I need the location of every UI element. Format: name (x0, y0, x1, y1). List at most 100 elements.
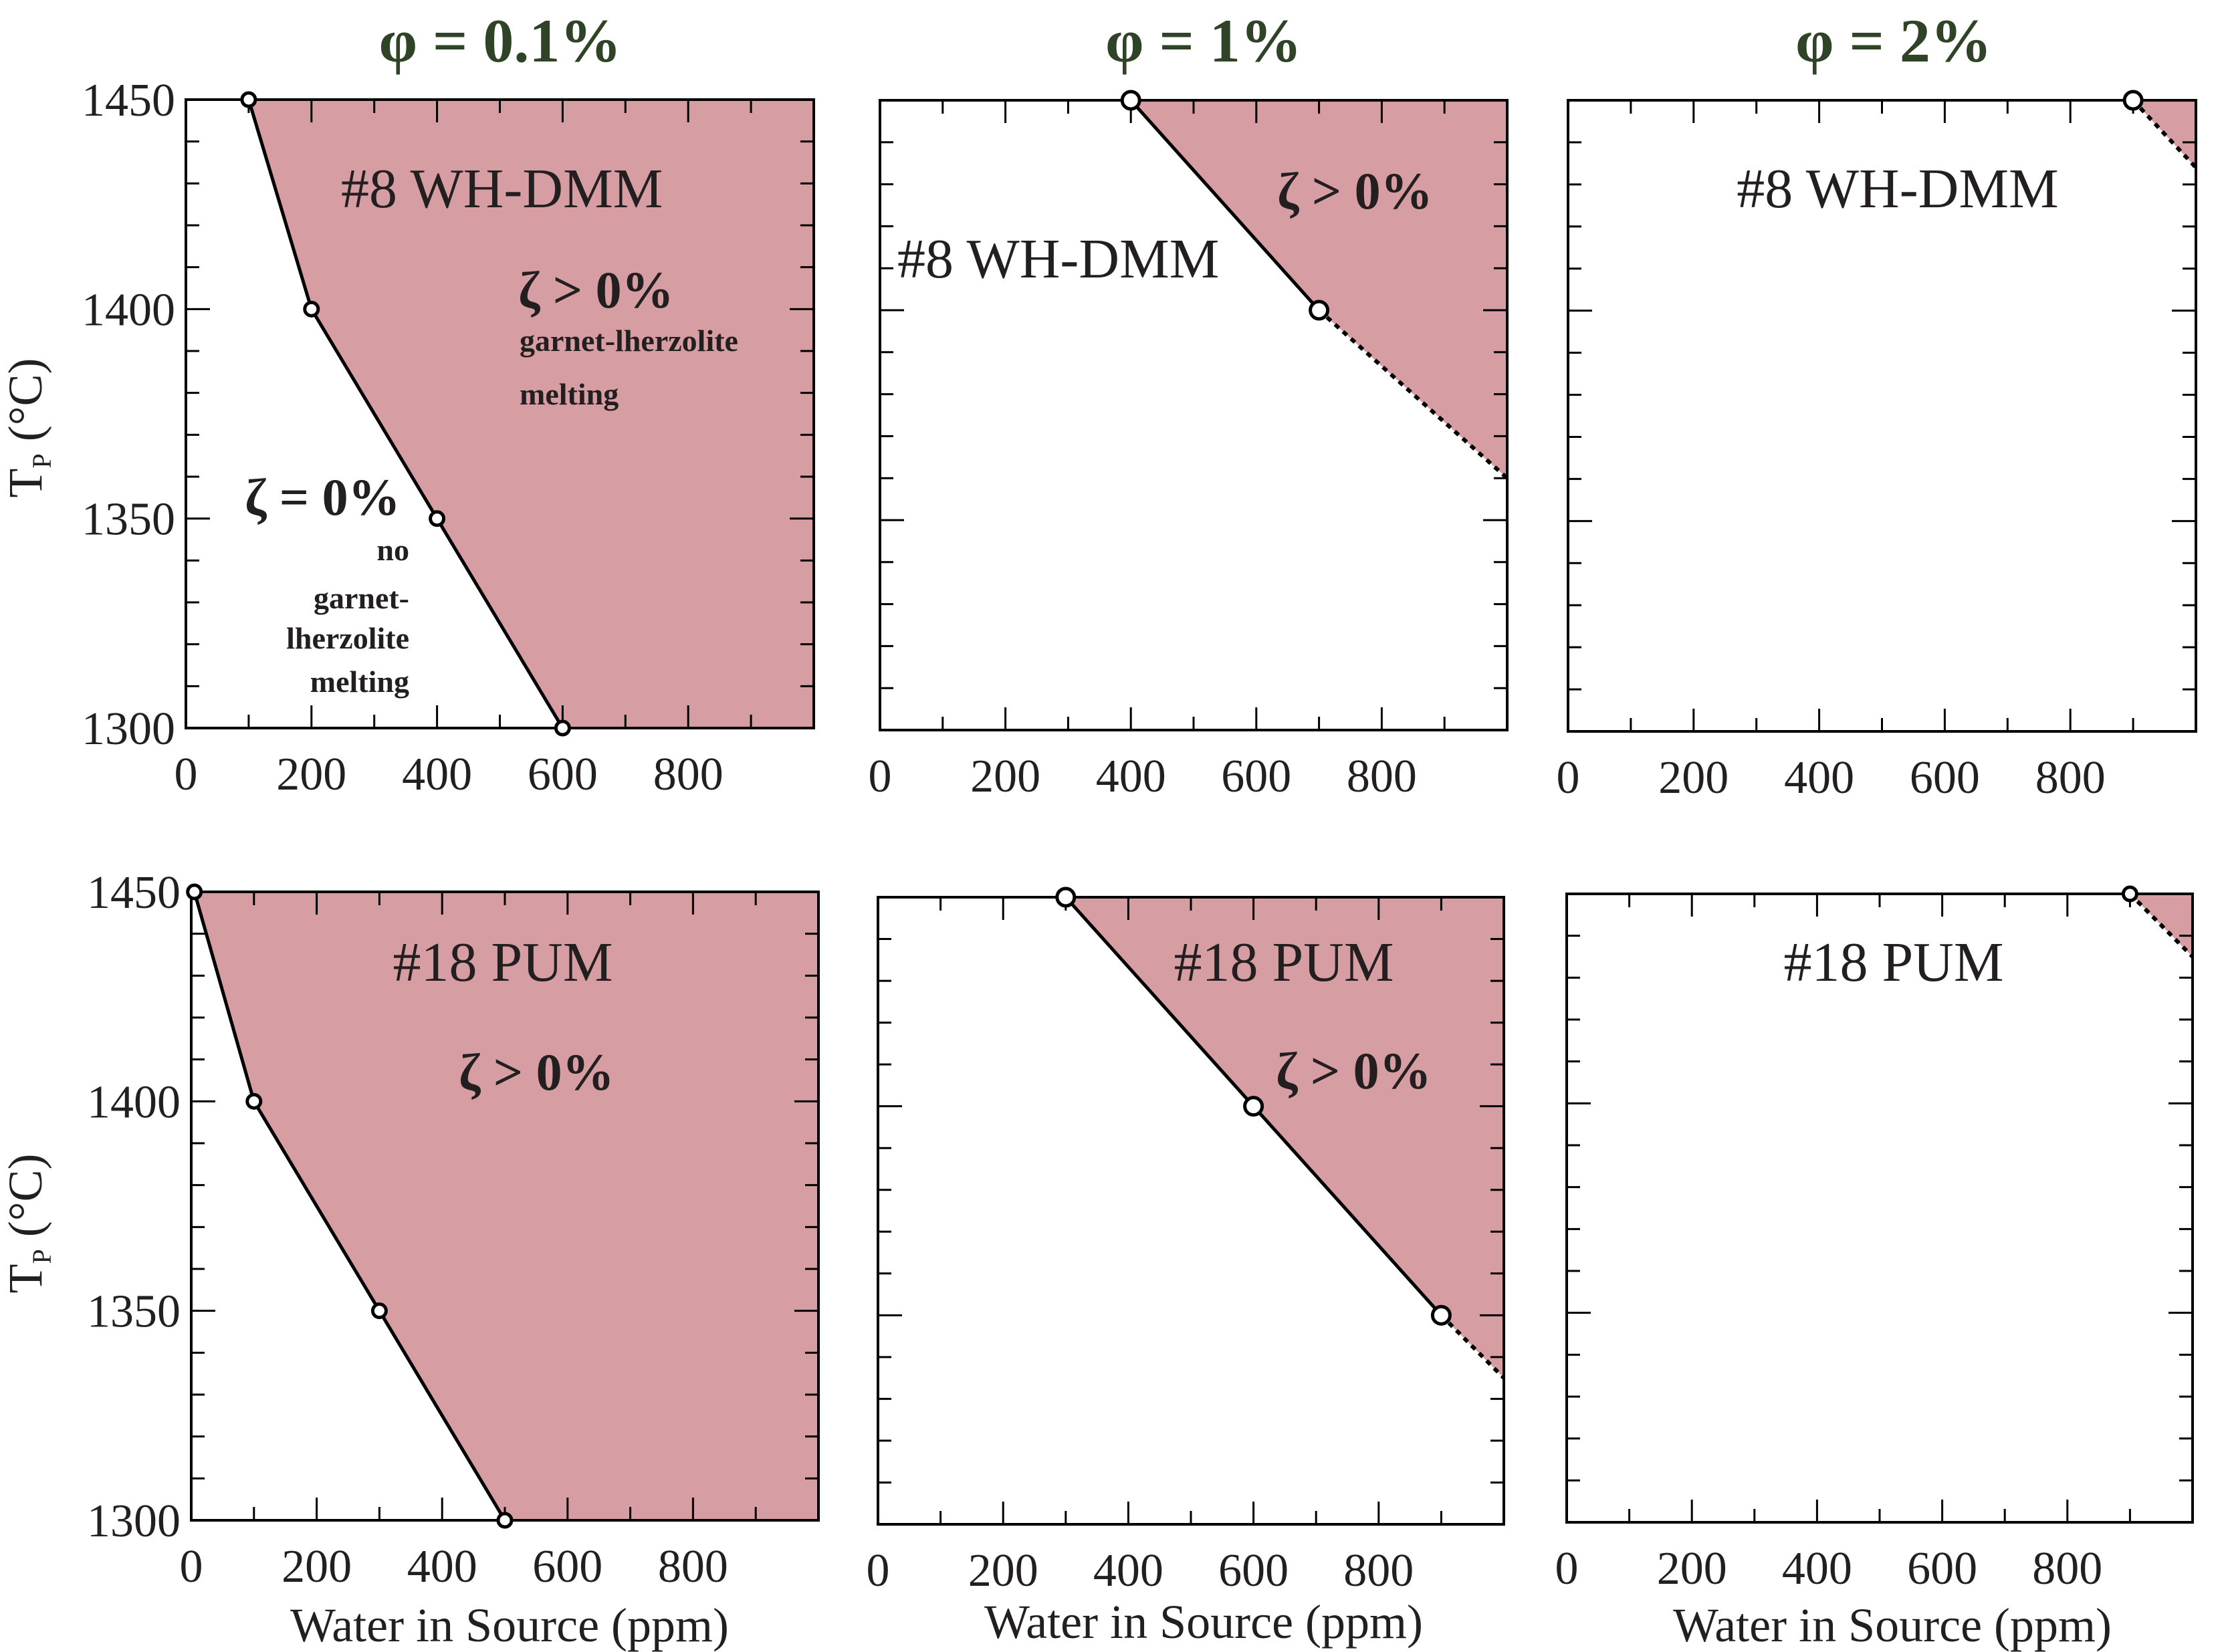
x-tick-label: 800 (653, 749, 724, 800)
boundary-line (247, 99, 564, 729)
y-label-unit: (°C) (0, 1153, 52, 1249)
zeta-positive-label: ζ > 0% (1276, 1042, 1432, 1100)
x-tick-label: 200 (1658, 752, 1729, 804)
panel-bottom-middle: 0 200 400 600 800 (867, 887, 1506, 1597)
sample-label: #8 WH-DMM (341, 158, 663, 220)
extrapolated-boundary-line (1440, 1314, 1506, 1380)
y-tick-label: 1300 (87, 1496, 181, 1547)
sample-label: #8 WH-DMM (1737, 158, 2058, 220)
annotations-bottom-middle: #18 PUM ζ > 0% (1174, 931, 1431, 1100)
y-tick-label: 1450 (87, 867, 181, 919)
extrapolated-boundary-line (2128, 892, 2195, 959)
x-tick-label: 400 (1093, 1545, 1163, 1597)
x-tick-label: 0 (180, 1541, 203, 1592)
sample-label: #8 WH-DMM (897, 228, 1219, 290)
y-tick-label: 1450 (82, 75, 175, 126)
x-tick-label: 400 (402, 749, 472, 800)
y-label-main: T (0, 1264, 52, 1294)
y-label-main: T (0, 469, 52, 498)
melting-region (1131, 100, 1507, 479)
x-tick-label: 800 (658, 1541, 728, 1592)
x-tick-label: 0 (1555, 1543, 1579, 1595)
positive-note-line-2: melting (520, 377, 619, 411)
x-tick-label: 200 (282, 1541, 352, 1592)
zeta-positive-label: ζ > 0% (1277, 162, 1433, 220)
y-tick-label: 1300 (82, 703, 175, 755)
sample-label: #18 PUM (1783, 931, 2003, 993)
zero-note-line-3: lherzolite (286, 621, 409, 655)
column-title-phi-1: φ = 1% (1105, 7, 1302, 75)
annotations-top-left: #8 WH-DMM ζ > 0% garnet-lherzolite melti… (245, 158, 738, 699)
boundary-line (193, 891, 507, 1522)
data-point (1055, 887, 1077, 908)
y-tick-label: 1350 (82, 494, 175, 546)
x-tick-label: 0 (175, 749, 198, 800)
zero-note-line-4: melting (310, 665, 409, 699)
x-tick-label: 600 (532, 1541, 602, 1592)
sample-label: #18 PUM (1174, 931, 1394, 993)
data-point (245, 1092, 263, 1110)
x-tick-label: 400 (1784, 752, 1854, 804)
x-tick-label: 400 (1782, 1543, 1852, 1595)
data-point (429, 510, 446, 527)
x-tick-label: 800 (2032, 1543, 2102, 1595)
x-axis-label-right: Water in Source (ppm) (1673, 1599, 2112, 1652)
panel-bottom-right: 0 200 400 600 800 (1555, 885, 2195, 1595)
column-title-phi-0-1: φ = 0.1% (379, 7, 622, 75)
x-tick-label: 400 (407, 1541, 477, 1592)
zeta-positive-label: ζ > 0% (518, 261, 674, 319)
panels: 0 200 400 600 800 1300 1350 1400 1450 0 200 400 600 8… (82, 75, 2198, 1597)
data-point (496, 1512, 514, 1529)
melting-region (248, 100, 814, 728)
y-label-sub: P (27, 453, 57, 468)
annotations-top-middle: #8 WH-DMM ζ > 0% (897, 162, 1433, 290)
data-point (186, 883, 203, 901)
x-tick-label: 200 (276, 749, 346, 800)
x-tick-label: 600 (1910, 752, 1980, 804)
x-tick-label: 400 (1096, 751, 1166, 802)
zero-note-line-2: garnet- (314, 581, 409, 615)
x-tick-label: 200 (970, 751, 1040, 802)
data-point (1430, 1304, 1452, 1326)
data-point (2121, 885, 2138, 903)
annotations-bottom-left: #18 PUM ζ > 0% (393, 931, 614, 1101)
x-tick-label: 800 (1343, 1545, 1414, 1597)
y-axis-label-bottom: TP (°C) (0, 1153, 57, 1293)
y-tick-label: 1400 (87, 1076, 181, 1128)
sample-label: #18 PUM (393, 931, 613, 993)
y-tick-label: 1400 (82, 284, 175, 336)
x-axis-label-middle: Water in Source (ppm) (984, 1595, 1423, 1649)
zero-note-line-1: no (376, 533, 409, 567)
panel-top-left: 0 200 400 600 800 1300 1350 1400 1450 (82, 75, 815, 800)
x-tick-label: 800 (2035, 752, 2106, 804)
extrapolated-boundary-line (2131, 98, 2198, 169)
annotations-top-right: #8 WH-DMM (1737, 158, 2058, 220)
annotations-bottom-right: #18 PUM (1783, 931, 2003, 993)
x-tick-label: 200 (968, 1545, 1038, 1597)
y-label-sub: P (27, 1249, 57, 1264)
data-point (1120, 90, 1141, 111)
data-point (1243, 1096, 1264, 1117)
data-point (1309, 300, 1330, 321)
x-tick-label: 600 (1907, 1543, 1977, 1595)
x-tick-label: 200 (1657, 1543, 1727, 1595)
zeta-positive-label: ζ > 0% (459, 1043, 615, 1101)
panel-top-right: 0 200 400 600 800 (1557, 90, 2198, 804)
x-axis-label-left: Water in Source (ppm) (290, 1599, 729, 1652)
data-point (240, 91, 257, 108)
column-title-phi-2: φ = 2% (1795, 7, 1992, 75)
x-tick-label: 800 (1347, 751, 1417, 802)
data-point (303, 300, 320, 318)
boundary-line (1129, 99, 1321, 312)
x-tick-label: 600 (1221, 751, 1291, 802)
x-tick-label: 600 (528, 749, 598, 800)
positive-note-line-1: garnet-lherzolite (520, 324, 738, 358)
x-tick-label: 0 (867, 1545, 890, 1597)
data-point (2122, 90, 2144, 111)
x-tick-label: 0 (1557, 752, 1580, 804)
svg-text:TP (°C): TP (°C) (0, 1153, 57, 1293)
y-axis-label-top: TP (°C) (0, 358, 57, 497)
x-tick-label: 0 (869, 751, 892, 802)
melting-region (194, 892, 818, 1520)
